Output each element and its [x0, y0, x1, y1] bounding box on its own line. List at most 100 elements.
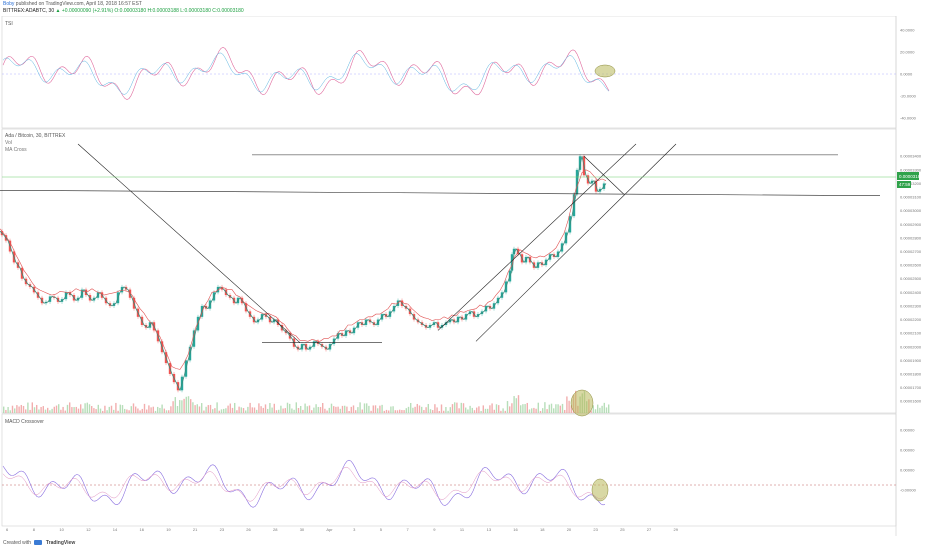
x-tick-label: 6 [6, 527, 9, 532]
volume-bar [427, 403, 429, 413]
x-tick-label: 7 [407, 527, 410, 532]
main-y-axis: 0.000034000.000033000.000032000.00003100… [900, 154, 922, 404]
volume-bar [267, 408, 269, 413]
volume-bar [410, 402, 412, 413]
volume-bar [603, 402, 605, 413]
trend-line [77, 143, 301, 343]
top-y-tick-label: -40.0000 [900, 116, 917, 121]
x-tick-label: 14 [113, 527, 118, 532]
volume-bar [429, 409, 432, 413]
volume-bar [234, 402, 236, 413]
volume-bar [16, 405, 18, 413]
volume-bar [286, 402, 289, 413]
volume-bar [322, 403, 324, 413]
volume-bar [187, 396, 190, 413]
volume-bar [480, 410, 482, 413]
volume-bar [350, 406, 352, 413]
volume-bar [590, 410, 592, 413]
volume-bar [196, 404, 198, 413]
volume-bar [553, 408, 555, 413]
candle-body [578, 156, 582, 170]
footer-brand[interactable]: TradingView [45, 540, 76, 546]
main-y-tick-label: 0.00003100 [900, 195, 922, 200]
volume-bar [306, 406, 308, 413]
volume-bar [185, 396, 187, 413]
volume-bars [3, 390, 610, 413]
x-tick-label: 8 [33, 527, 36, 532]
volume-bar [38, 409, 40, 413]
volume-bar [511, 403, 513, 413]
volume-bar [535, 408, 537, 413]
volume-bar [31, 402, 33, 413]
main-y-tick-label: 0.00003000 [900, 208, 922, 213]
volume-bar [568, 400, 570, 413]
volume-bar [372, 405, 374, 413]
volume-bar [403, 410, 405, 413]
volume-bar [203, 410, 205, 413]
x-tick-label: 18 [540, 527, 545, 532]
volume-bar [449, 407, 451, 413]
x-tick-label: 11 [460, 527, 465, 532]
volume-bar [520, 405, 522, 413]
volume-bar [9, 410, 11, 413]
volume-bar [77, 408, 80, 413]
volume-bar [605, 407, 608, 413]
volume-bar [368, 405, 370, 413]
volume-bar [242, 408, 245, 413]
volume-bar [597, 404, 599, 413]
volume-bar [295, 402, 297, 413]
volume-bar [273, 403, 275, 413]
volume-bar [64, 410, 66, 413]
volume-bar [440, 404, 443, 413]
volume-bar [608, 404, 610, 413]
volume-bar [456, 402, 458, 413]
volume-bar [284, 408, 286, 413]
volume-bar [251, 407, 253, 413]
volume-bar [559, 405, 561, 413]
volume-bar [438, 410, 440, 413]
x-tick-label: 10 [59, 527, 64, 532]
volume-bar [218, 410, 220, 413]
main-y-tick-label: 0.00002700 [900, 249, 922, 254]
volume-bar [51, 408, 53, 413]
volume-bar [58, 404, 60, 413]
volume-bar [500, 410, 502, 413]
x-axis: 6 8 10 12 14 16 19 21 23 26 28 30 Apr 3 5 7 9 11 13 16 18 20 2… [6, 527, 679, 532]
volume-bar [113, 409, 115, 413]
main-pane-frame [1, 128, 897, 414]
volume-bar [341, 405, 344, 413]
x-tick-label: 23 [593, 527, 598, 532]
last-price-value: 0.00003180 [899, 174, 923, 179]
volume-bar [49, 410, 51, 413]
main-y-tick-label: 0.00002300 [900, 303, 922, 308]
volume-bar [484, 408, 487, 413]
volume-bar [275, 410, 278, 413]
volume-bar [416, 403, 418, 413]
main-y-tick-label: 0.00001900 [900, 358, 922, 363]
x-tick-label: 21 [193, 527, 198, 532]
main-pane-sub1: Vol [5, 140, 12, 146]
publisher-user[interactable]: Boby [3, 1, 15, 7]
volume-bar [337, 406, 339, 413]
tsi-highlight-ellipse [594, 64, 616, 78]
volume-bar [407, 406, 410, 413]
volume-bar [467, 409, 469, 413]
volume-bar [366, 403, 368, 413]
last-price-badge [897, 172, 919, 180]
main-y-tick-label: 0.00001600 [900, 399, 922, 404]
volume-bar [86, 402, 88, 413]
volume-bar [183, 398, 185, 413]
volume-bar [137, 408, 139, 413]
main-y-tick-label: 0.00002000 [900, 344, 922, 349]
x-tick-label: 3 [353, 527, 356, 532]
volume-bar [128, 410, 130, 413]
volume-bar [293, 409, 295, 413]
volume-bar [460, 402, 462, 413]
main-y-tick-label: 0.00002400 [900, 290, 922, 295]
x-tick-label: Apr [326, 527, 333, 532]
volume-bar [291, 408, 293, 413]
candle-body [575, 169, 579, 195]
volume-bar [412, 407, 414, 413]
volume-bar [115, 402, 117, 413]
volume-bar [504, 410, 506, 413]
